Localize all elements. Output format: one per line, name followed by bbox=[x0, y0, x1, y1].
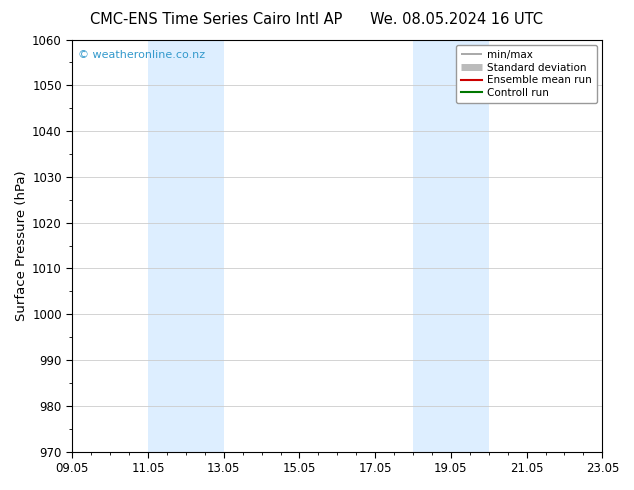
Text: © weatheronline.co.nz: © weatheronline.co.nz bbox=[77, 50, 205, 60]
Bar bbox=[413, 40, 489, 452]
Text: CMC-ENS Time Series Cairo Intl AP      We. 08.05.2024 16 UTC: CMC-ENS Time Series Cairo Intl AP We. 08… bbox=[91, 12, 543, 27]
Bar bbox=[148, 40, 224, 452]
Legend: min/max, Standard deviation, Ensemble mean run, Controll run: min/max, Standard deviation, Ensemble me… bbox=[456, 45, 597, 103]
Y-axis label: Surface Pressure (hPa): Surface Pressure (hPa) bbox=[15, 171, 28, 321]
